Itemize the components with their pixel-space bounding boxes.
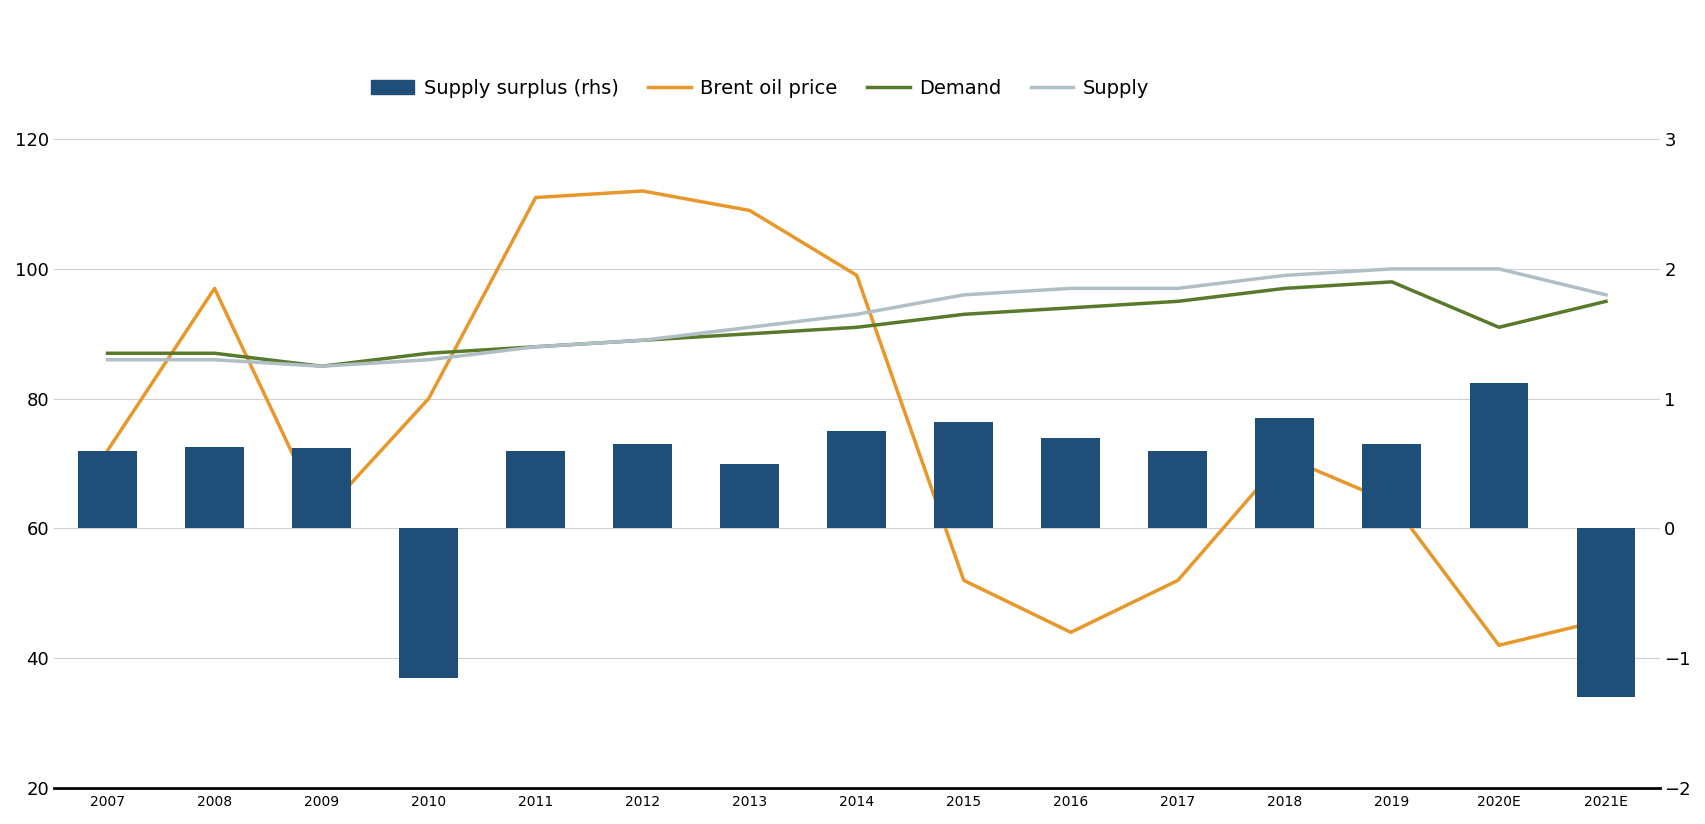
Demand	[97, 349, 118, 358]
Bar	[720, 464, 779, 528]
Supply	[1061, 283, 1081, 293]
Demand	[1061, 303, 1081, 313]
Supply	[310, 361, 331, 371]
Bar	[612, 444, 672, 528]
Brent oil price	[97, 446, 118, 456]
Brent oil price	[205, 283, 225, 293]
Supply	[633, 335, 653, 345]
Bar	[399, 528, 457, 677]
Demand	[846, 322, 866, 332]
Brent oil price	[1166, 575, 1187, 585]
Bar	[1362, 444, 1420, 528]
Demand	[738, 329, 759, 339]
Demand	[1488, 322, 1509, 332]
Demand	[633, 335, 653, 345]
Bar	[186, 447, 244, 528]
Supply	[97, 355, 118, 365]
Supply	[525, 342, 546, 352]
Demand	[1594, 297, 1615, 307]
Brent oil price	[1488, 640, 1509, 650]
Bar	[78, 451, 136, 528]
Demand	[418, 349, 438, 358]
Supply	[1274, 270, 1294, 280]
Supply	[1594, 290, 1615, 300]
Brent oil price	[1381, 498, 1402, 508]
Brent oil price	[310, 511, 331, 521]
Bar	[1468, 383, 1528, 528]
Demand	[1381, 277, 1402, 287]
Supply	[738, 322, 759, 332]
Brent oil price	[738, 205, 759, 215]
Line: Brent oil price: Brent oil price	[107, 191, 1604, 645]
Brent oil price	[525, 193, 546, 203]
Bar	[1255, 418, 1313, 528]
Supply	[1381, 264, 1402, 274]
Brent oil price	[633, 186, 653, 196]
Supply	[1488, 264, 1509, 274]
Brent oil price	[1594, 615, 1615, 625]
Brent oil price	[418, 394, 438, 404]
Supply	[205, 355, 225, 365]
Bar	[1575, 528, 1635, 697]
Demand	[310, 361, 331, 371]
Line: Supply: Supply	[107, 269, 1604, 366]
Supply	[418, 355, 438, 365]
Demand	[953, 309, 974, 319]
Demand	[1166, 297, 1187, 307]
Brent oil price	[846, 270, 866, 280]
Line: Demand: Demand	[107, 282, 1604, 366]
Demand	[1274, 283, 1294, 293]
Legend: Supply surplus (rhs), Brent oil price, Demand, Supply: Supply surplus (rhs), Brent oil price, D…	[363, 71, 1156, 105]
Demand	[205, 349, 225, 358]
Bar	[1147, 451, 1207, 528]
Bar	[506, 451, 564, 528]
Bar	[934, 422, 992, 528]
Brent oil price	[1274, 452, 1294, 462]
Supply	[953, 290, 974, 300]
Supply	[846, 309, 866, 319]
Bar	[827, 431, 885, 528]
Bar	[292, 448, 351, 528]
Bar	[1040, 438, 1100, 528]
Supply	[1166, 283, 1187, 293]
Brent oil price	[1061, 627, 1081, 637]
Brent oil price	[953, 575, 974, 585]
Demand	[525, 342, 546, 352]
